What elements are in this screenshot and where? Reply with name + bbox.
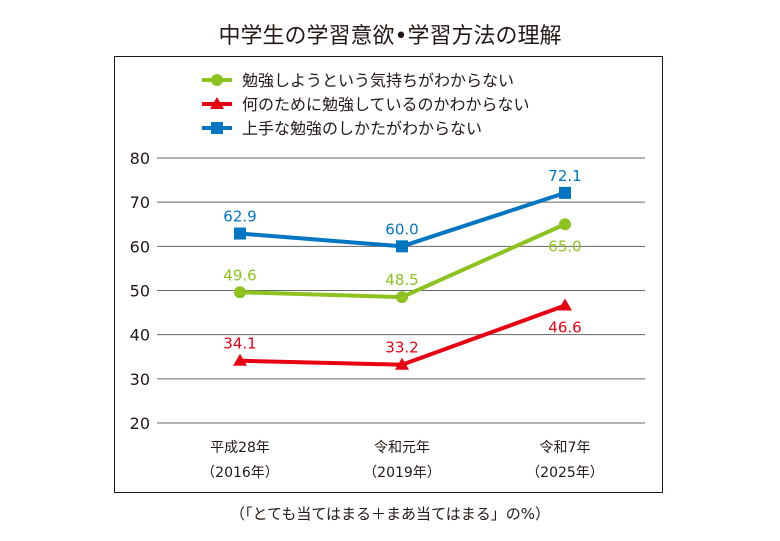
y-tick-label: 70 xyxy=(130,193,150,212)
x-tick-label: （2019年） xyxy=(363,465,441,481)
legend-marker xyxy=(210,97,224,109)
x-tick-label: 平成28年 xyxy=(210,440,270,456)
data-label: 48.5 xyxy=(385,271,418,289)
legend-marker xyxy=(211,122,223,134)
y-tick-label: 50 xyxy=(130,282,150,301)
y-tick-label: 40 xyxy=(130,326,150,345)
data-label: 62.9 xyxy=(223,208,256,226)
data-label: 46.6 xyxy=(548,319,581,337)
legend-marker xyxy=(211,74,223,86)
y-tick-label: 80 xyxy=(130,149,150,168)
y-tick-label: 30 xyxy=(130,370,150,389)
legend-label: 何のために勉強しているのかわからない xyxy=(242,95,530,114)
chart-title: 中学生の学習意欲•学習方法の理解 xyxy=(218,24,562,49)
data-label: 34.1 xyxy=(223,335,256,353)
x-tick-label: 令和7年 xyxy=(540,440,591,456)
x-tick-label: 令和元年 xyxy=(374,440,430,456)
chart-note: （「とても当てはまる＋まあ当てはまる」の%） xyxy=(230,505,550,523)
legend-label: 勉強しようという気持ちがわからない xyxy=(242,71,514,90)
data-point xyxy=(559,186,571,199)
data-point xyxy=(396,291,408,304)
data-point xyxy=(233,353,247,366)
data-point xyxy=(558,298,572,311)
data-label: 60.0 xyxy=(385,220,418,238)
x-tick-label: （2016年） xyxy=(201,465,279,481)
data-point xyxy=(395,357,409,370)
data-label: 33.2 xyxy=(385,339,418,357)
data-label: 65.0 xyxy=(548,237,581,255)
data-point xyxy=(559,218,571,231)
chart-frame xyxy=(114,56,663,493)
data-label: 72.1 xyxy=(548,167,581,185)
data-point xyxy=(396,240,408,253)
legend-label: 上手な勉強のしかたがわからない xyxy=(242,119,482,138)
x-tick-label: （2025年） xyxy=(526,465,604,481)
y-tick-label: 20 xyxy=(130,414,150,433)
data-point xyxy=(234,227,246,240)
data-point xyxy=(234,286,246,299)
data-label: 49.6 xyxy=(223,266,256,284)
y-tick-label: 60 xyxy=(130,237,150,256)
